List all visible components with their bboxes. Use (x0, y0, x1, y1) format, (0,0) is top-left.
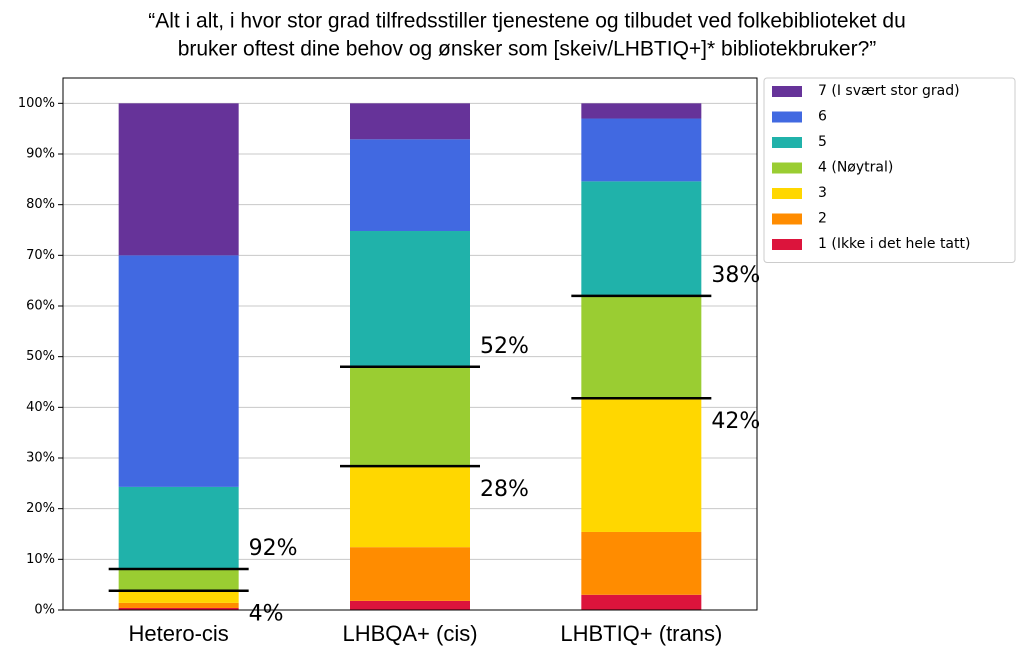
y-tick-label: 80% (26, 197, 55, 212)
legend-label: 6 (818, 109, 827, 125)
bar-segment (581, 531, 702, 595)
legend-label: 3 (818, 185, 827, 201)
chart-title: “Alt i alt, i hvor stor grad tilfredssti… (148, 10, 906, 33)
legend-label: 2 (818, 211, 827, 227)
bar-segment (118, 607, 239, 610)
y-tick-label: 30% (26, 451, 55, 466)
bar-segment (581, 398, 702, 532)
annotation: 92% (249, 536, 298, 561)
y-tick-label: 60% (26, 299, 55, 314)
x-tick-label: Hetero-cis (129, 621, 229, 646)
chart-title: bruker oftest dine behov og ønsker som [… (178, 38, 877, 61)
y-tick-label: 90% (26, 147, 55, 162)
bar-segment (118, 486, 239, 569)
y-tick-label: 10% (26, 552, 55, 567)
bar-segment (350, 466, 470, 548)
legend-box (763, 77, 1016, 263)
legend-label: 5 (818, 134, 827, 150)
bar-segment (581, 181, 702, 296)
y-tick-label: 40% (26, 400, 55, 415)
y-tick-label: 100% (18, 96, 55, 111)
y-tick-label: 0% (34, 603, 55, 618)
bar-segment (118, 255, 239, 487)
bar-segment (118, 568, 239, 591)
legend-swatch (772, 239, 802, 250)
bar-segment (118, 103, 239, 256)
legend-label: 4 (Nøytral) (818, 160, 893, 176)
bar-segment (350, 547, 470, 601)
bar-segment (581, 103, 702, 119)
annotation: 4% (249, 602, 284, 627)
legend-swatch (772, 188, 802, 199)
bar-segment (581, 295, 702, 399)
x-tick-label: LHBTIQ+ (trans) (560, 621, 722, 646)
bar-segment (350, 139, 470, 232)
legend-swatch (772, 213, 802, 225)
y-tick-label: 50% (26, 349, 55, 364)
annotation: 28% (480, 477, 529, 502)
x-tick-label: LHBQA+ (cis) (342, 621, 477, 646)
bar-segment (350, 366, 470, 467)
legend-swatch (772, 86, 802, 97)
legend-swatch (772, 111, 802, 123)
annotation: 52% (480, 334, 529, 359)
legend-swatch (772, 162, 802, 174)
plot-frame (62, 77, 758, 611)
bar-segment (350, 103, 470, 140)
bar-segment (581, 118, 702, 182)
bar-segment (118, 602, 239, 608)
bar-segment (350, 600, 470, 610)
y-tick-label: 70% (26, 248, 55, 263)
legend-swatch (772, 137, 802, 148)
annotation: 38% (711, 263, 760, 288)
bar-segment (581, 594, 702, 610)
bar-segment (118, 590, 239, 603)
y-tick-label: 20% (26, 501, 55, 516)
annotation: 42% (711, 409, 760, 434)
legend-label: 7 (I svært stor grad) (818, 83, 960, 99)
bar-segment (350, 231, 470, 367)
legend-label: 1 (Ikke i det hele tatt) (818, 236, 970, 252)
